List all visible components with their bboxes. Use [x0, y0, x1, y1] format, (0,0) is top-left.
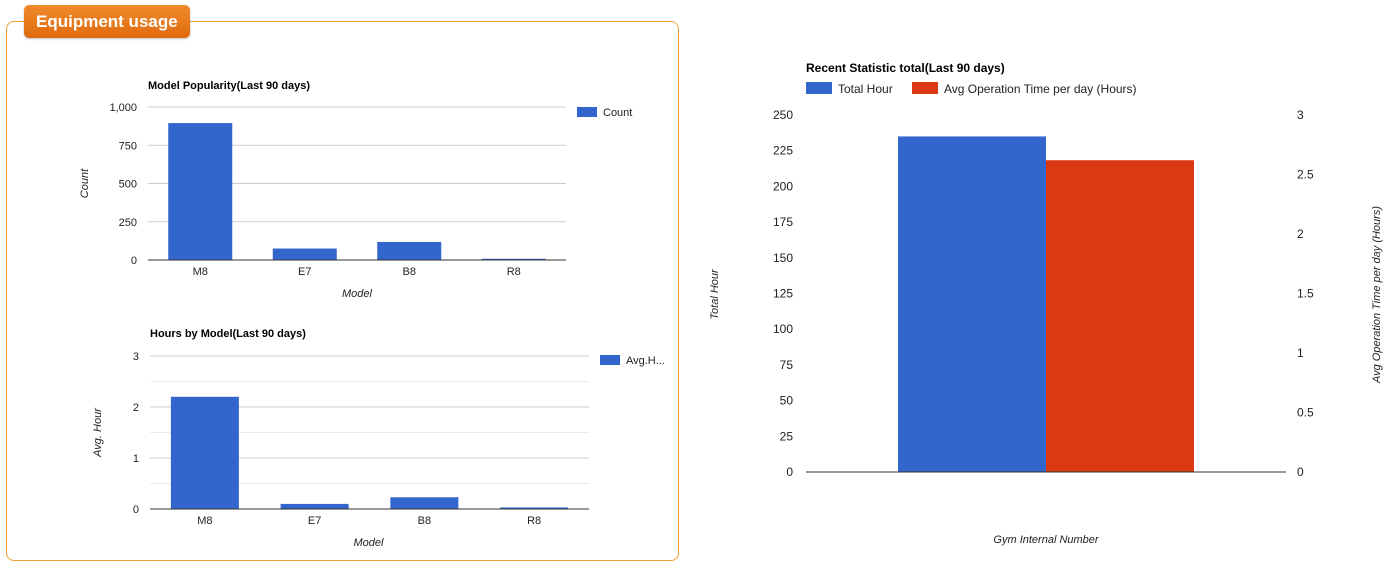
y-tick-label-right: 1 — [1297, 346, 1304, 360]
y-axis-label: Avg. Hour — [92, 407, 104, 458]
legend-swatch — [577, 107, 597, 117]
legend-swatch — [600, 355, 620, 365]
y-tick-label: 3 — [133, 351, 139, 363]
y-axis-label: Count — [79, 168, 91, 198]
x-tick-label: E7 — [308, 515, 321, 527]
y-tick-label-left: 75 — [780, 358, 794, 372]
x-tick-label: B8 — [403, 266, 416, 278]
y-axis-label-left: Total Hour — [709, 268, 721, 320]
chart-title: Model Popularity(Last 90 days) — [148, 80, 310, 92]
bar-b8 — [390, 497, 459, 509]
bar-e7 — [280, 503, 349, 509]
legend-label: Total Hour — [838, 82, 893, 96]
legend-label: Count — [603, 107, 632, 119]
x-axis-label: Model — [342, 288, 373, 300]
x-tick-label: M8 — [197, 515, 212, 527]
y-tick-label-right: 2 — [1297, 227, 1304, 241]
y-tick-label-left: 250 — [773, 108, 793, 122]
y-tick-label-left: 175 — [773, 215, 793, 229]
chart-title: Recent Statistic total(Last 90 days) — [806, 61, 1005, 75]
y-tick-label-left: 100 — [773, 322, 793, 336]
bar-m8 — [168, 123, 233, 260]
bar-e7 — [272, 248, 337, 260]
y-tick-label: 0 — [133, 504, 139, 516]
y-tick-label: 250 — [119, 217, 137, 229]
x-tick-label: B8 — [418, 515, 431, 527]
legend-swatch — [912, 82, 938, 94]
hours-by-model-chart: Hours by Model(Last 90 days) 0 1 2 3 M8 E7 B8 R8… — [92, 328, 665, 549]
y-tick-label-left: 150 — [773, 251, 793, 265]
y-tick-label-left: 125 — [773, 287, 793, 301]
bar-b8 — [377, 241, 442, 260]
y-tick-label: 1,000 — [109, 102, 137, 114]
y-tick-label-left: 225 — [773, 144, 793, 158]
x-tick-label: M8 — [193, 266, 208, 278]
y-tick-label-right: 0 — [1297, 465, 1304, 479]
bar-r8 — [500, 507, 569, 509]
x-tick-label: R8 — [527, 515, 541, 527]
y-tick-label-left: 50 — [780, 394, 794, 408]
y-tick-label-left: 200 — [773, 179, 793, 193]
y-tick-label-left: 0 — [786, 465, 793, 479]
bar-total-hour — [898, 136, 1046, 473]
y-tick-label: 0 — [131, 255, 137, 267]
x-axis-label: Gym Internal Number — [993, 534, 1099, 546]
y-tick-label: 2 — [133, 402, 139, 414]
y-tick-label-left: 25 — [780, 429, 794, 443]
x-axis-label: Model — [354, 537, 385, 549]
model-popularity-chart: Model Popularity(Last 90 days) 0 250 500 750… — [79, 80, 632, 300]
x-tick-label: E7 — [298, 266, 311, 278]
panel-title: Equipment usage — [24, 5, 190, 38]
legend-label: Avg Operation Time per day (Hours) — [944, 82, 1137, 96]
legend-label: Avg.H... — [626, 355, 665, 367]
y-tick-label-right: 1.5 — [1297, 287, 1314, 301]
legend-swatch — [806, 82, 832, 94]
y-tick-label-right: 2.5 — [1297, 168, 1314, 182]
y-tick-label-right: 0.5 — [1297, 406, 1314, 420]
y-axis-label-right: Avg Operation Time per day (Hours) — [1371, 206, 1383, 384]
y-tick-label-right: 3 — [1297, 108, 1304, 122]
bar-m8 — [170, 396, 239, 509]
x-tick-label: R8 — [507, 266, 521, 278]
y-tick-label: 1 — [133, 453, 139, 465]
recent-statistic-chart: Recent Statistic total(Last 90 days) Tota… — [709, 61, 1383, 546]
y-tick-label: 500 — [119, 179, 137, 191]
y-tick-label: 750 — [119, 140, 137, 152]
chart-title: Hours by Model(Last 90 days) — [150, 328, 306, 340]
bar-avg-operation-time-per-day-hours — [1046, 160, 1194, 472]
bar-r8 — [481, 258, 546, 260]
